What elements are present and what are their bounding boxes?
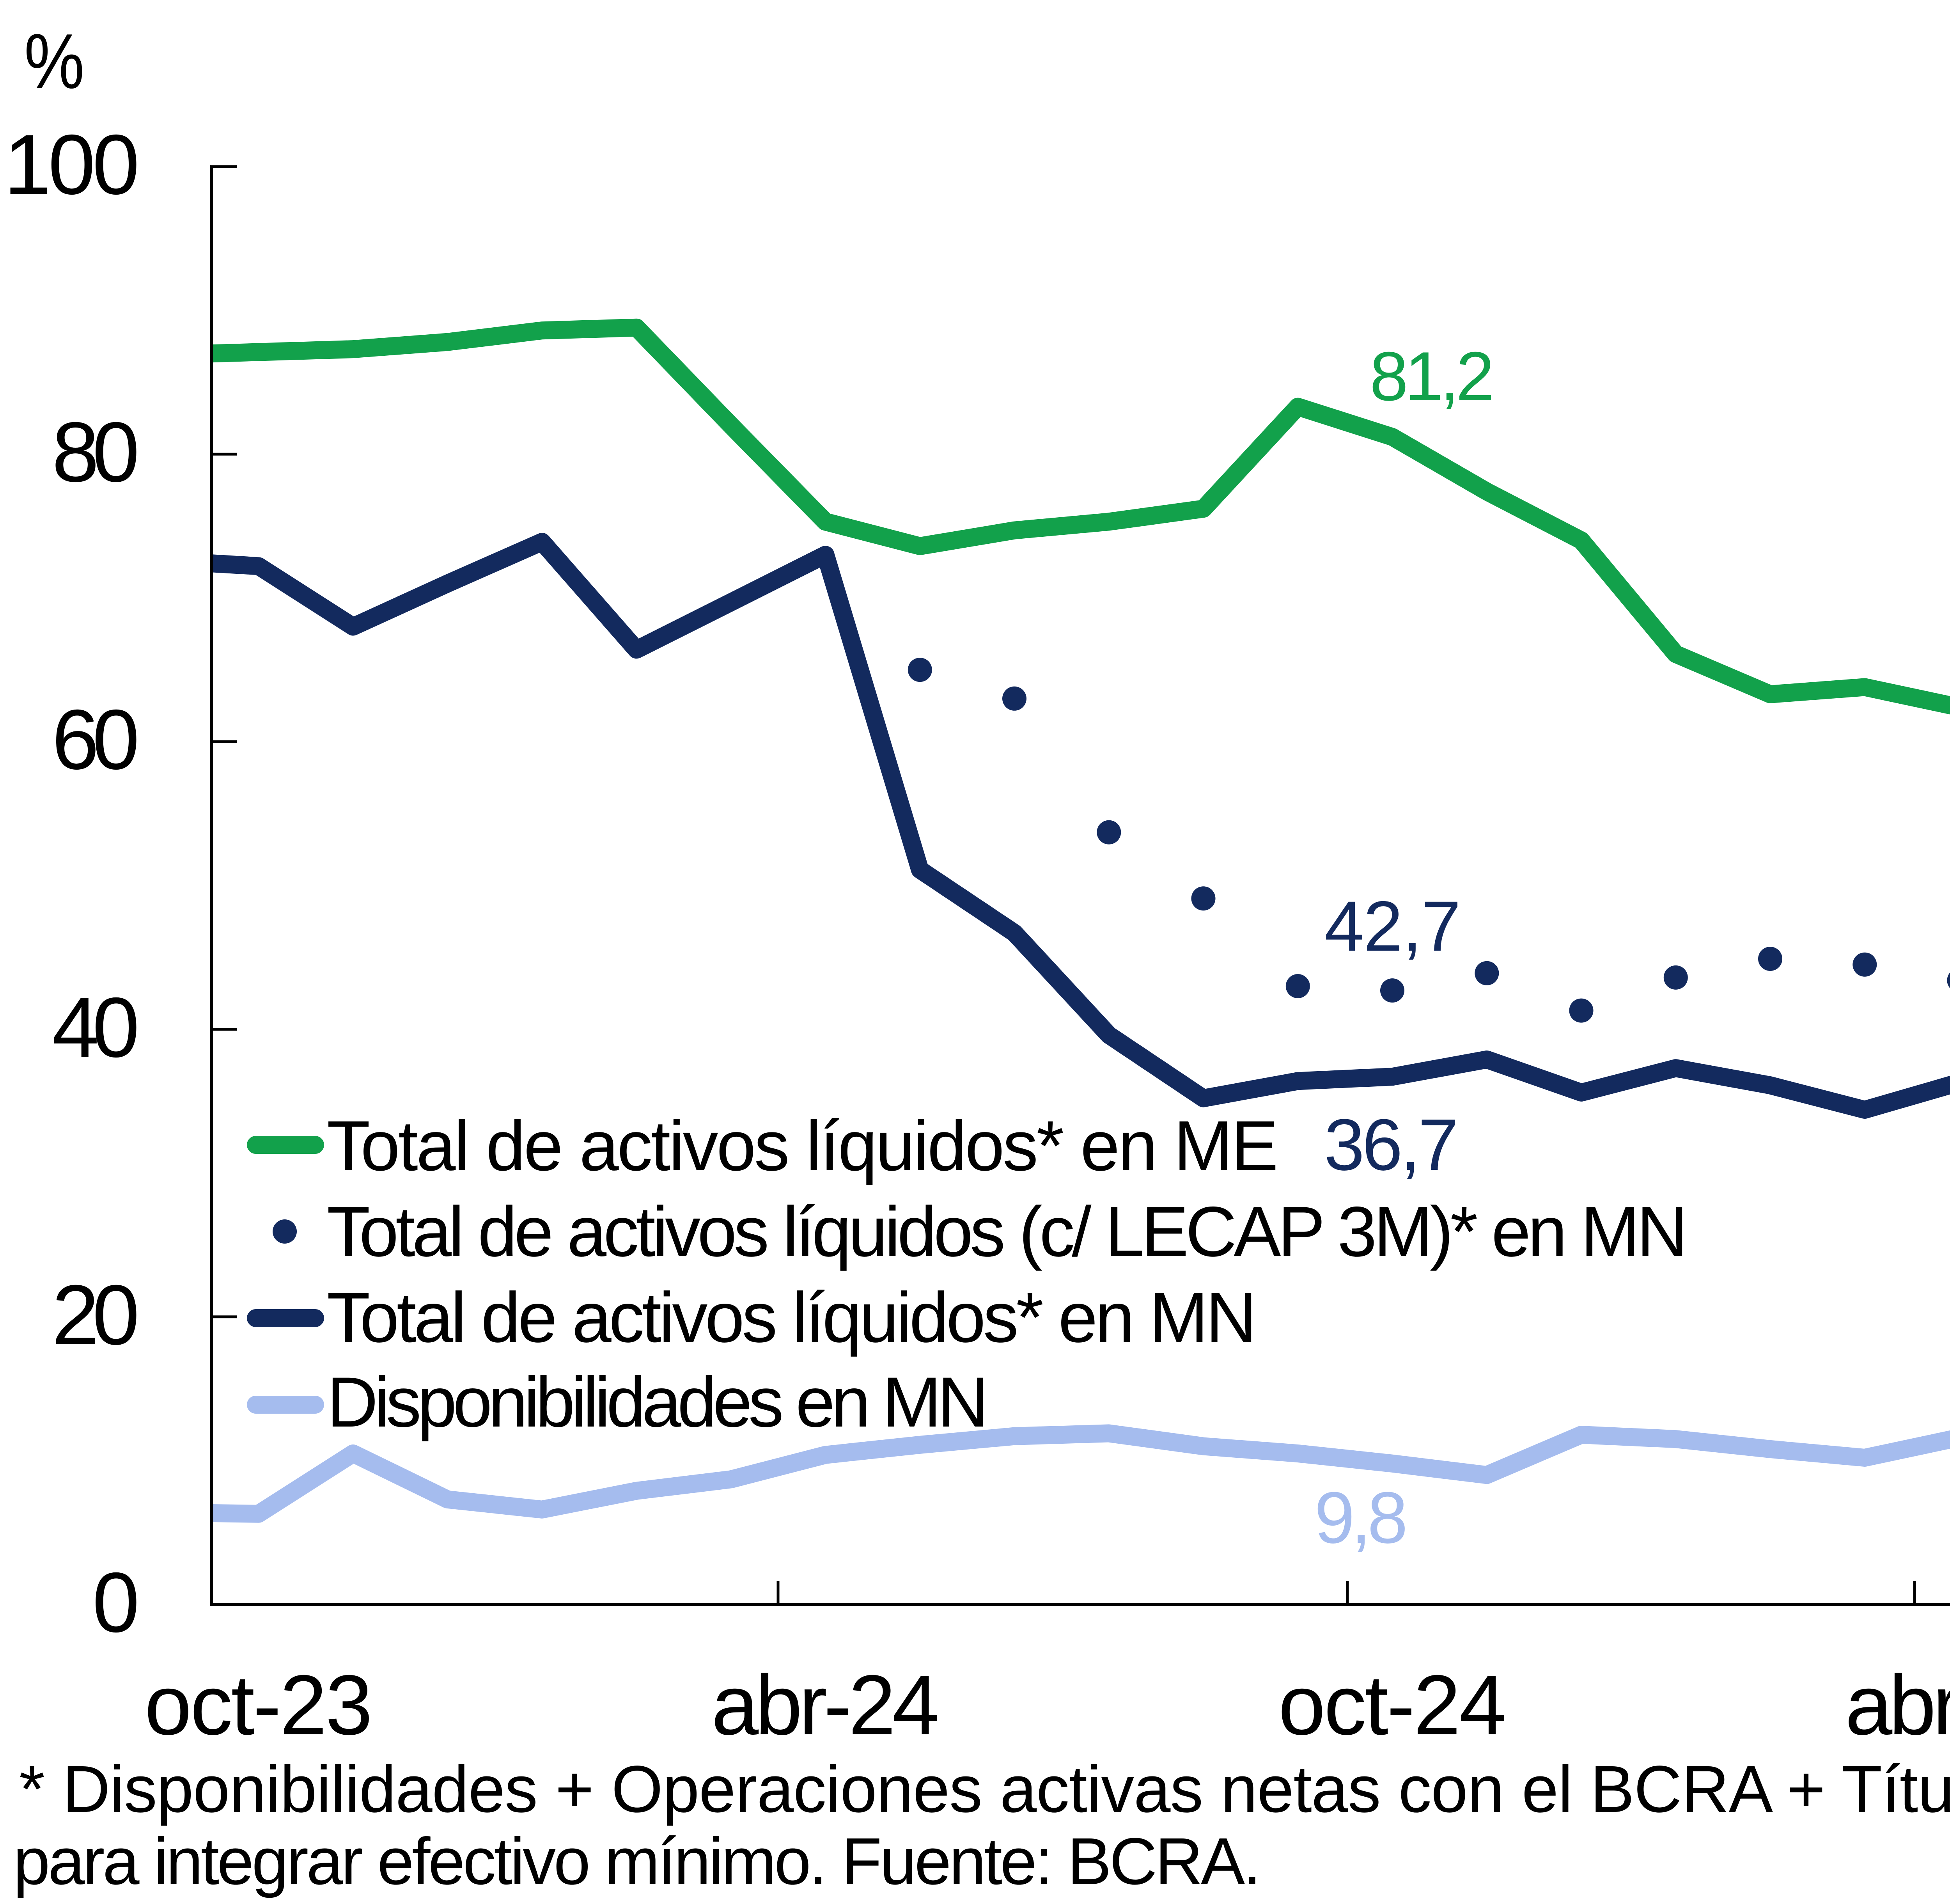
svg-text:* Disponibilidades + Operacion: * Disponibilidades + Operaciones activas… bbox=[19, 1752, 1950, 1826]
svg-text:oct-24: oct-24 bbox=[1278, 1658, 1507, 1753]
svg-text:36,7: 36,7 bbox=[1324, 1104, 1459, 1185]
svg-text:42,7: 42,7 bbox=[1324, 886, 1461, 966]
svg-text:oct-23: oct-23 bbox=[145, 1658, 373, 1753]
svg-text:Total de activos líquidos (c/: Total de activos líquidos (c/ LECAP 3M)*… bbox=[327, 1192, 1688, 1271]
svg-text:80: 80 bbox=[52, 405, 140, 500]
svg-text:20: 20 bbox=[52, 1268, 140, 1363]
svg-text:Total de activos líquidos* en: Total de activos líquidos* en ME bbox=[327, 1106, 1278, 1185]
svg-text:9,8: 9,8 bbox=[1314, 1477, 1408, 1558]
svg-text:Total de activos líquidos* en: Total de activos líquidos* en MN bbox=[327, 1278, 1257, 1357]
svg-text:81,2: 81,2 bbox=[1370, 337, 1494, 415]
svg-text:para integrar efectivo mínimo.: para integrar efectivo mínimo. Fuente: B… bbox=[13, 1824, 1261, 1899]
svg-text:Disponibilidades en MN: Disponibilidades en MN bbox=[327, 1362, 989, 1442]
svg-text:100: 100 bbox=[4, 117, 140, 212]
svg-text:40: 40 bbox=[52, 980, 140, 1075]
svg-text:abr-25: abr-25 bbox=[1845, 1658, 1950, 1753]
svg-text:0: 0 bbox=[92, 1555, 140, 1650]
svg-text:%: % bbox=[24, 18, 85, 105]
svg-text:abr-24: abr-24 bbox=[711, 1658, 940, 1753]
svg-text:60: 60 bbox=[52, 692, 140, 787]
